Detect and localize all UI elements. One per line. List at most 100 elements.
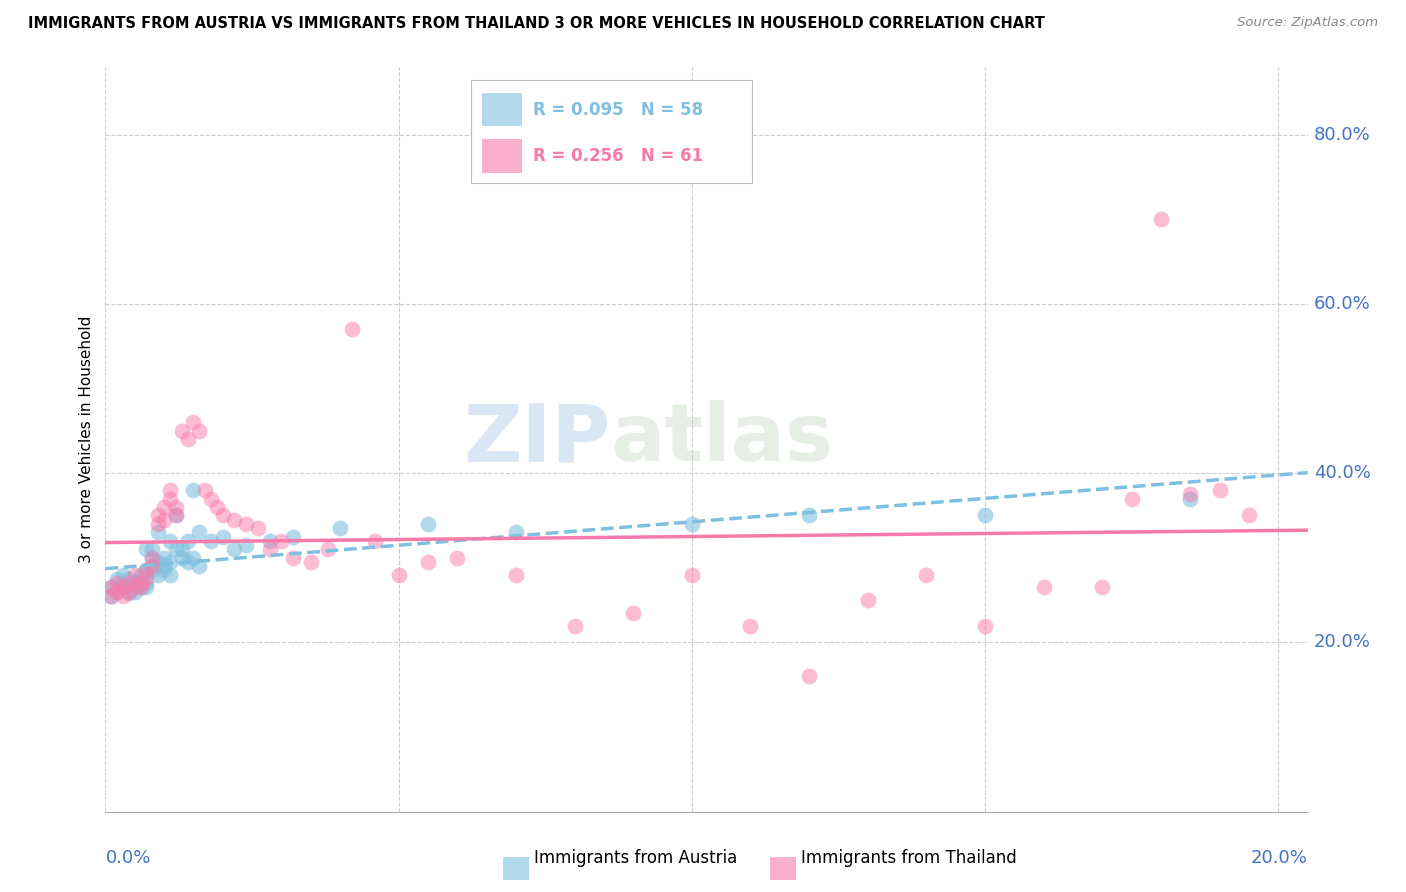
Point <box>797 669 820 683</box>
Point <box>153 550 176 565</box>
Text: 20.0%: 20.0% <box>1313 633 1371 651</box>
Point <box>200 491 222 506</box>
Point <box>153 564 176 578</box>
Point <box>129 576 152 591</box>
Point <box>281 530 304 544</box>
Point <box>188 525 211 540</box>
Point <box>259 542 281 557</box>
Bar <box>482 93 522 127</box>
Point <box>235 538 257 552</box>
Point <box>259 533 281 548</box>
Point <box>915 567 938 582</box>
Point <box>329 521 352 535</box>
Point <box>316 542 339 557</box>
Point <box>246 521 269 535</box>
Point <box>100 589 122 603</box>
Point <box>170 424 193 438</box>
Y-axis label: 3 or more Vehicles in Household: 3 or more Vehicles in Household <box>79 316 94 563</box>
Point <box>112 576 135 591</box>
Point <box>135 576 157 591</box>
Point <box>211 530 233 544</box>
Text: R = 0.256   N = 61: R = 0.256 N = 61 <box>533 146 703 165</box>
Point <box>183 483 205 497</box>
Point <box>564 618 586 632</box>
Point <box>148 516 170 531</box>
Point <box>416 516 439 531</box>
Point <box>141 550 163 565</box>
Point <box>124 567 146 582</box>
Point <box>141 550 163 565</box>
Point <box>129 572 152 586</box>
Point <box>621 606 644 620</box>
Point <box>165 542 187 557</box>
Point <box>446 550 468 565</box>
Point <box>135 572 157 586</box>
Point <box>118 572 141 586</box>
Point <box>505 525 527 540</box>
Text: 60.0%: 60.0% <box>1313 295 1371 313</box>
Point <box>159 491 181 506</box>
Point <box>118 581 141 595</box>
Point <box>1208 483 1230 497</box>
Point <box>1180 491 1202 506</box>
Point <box>740 618 762 632</box>
Point <box>100 589 122 603</box>
Text: 20.0%: 20.0% <box>1251 849 1308 867</box>
Point <box>124 584 146 599</box>
Point <box>224 542 246 557</box>
Point <box>112 589 135 603</box>
Text: Source: ZipAtlas.com: Source: ZipAtlas.com <box>1237 16 1378 29</box>
Point <box>118 586 141 600</box>
Point <box>159 555 181 569</box>
Point <box>1032 581 1054 595</box>
Point <box>153 559 176 574</box>
Point <box>224 513 246 527</box>
Point <box>112 567 135 582</box>
Text: 40.0%: 40.0% <box>1313 464 1371 483</box>
Text: IMMIGRANTS FROM AUSTRIA VS IMMIGRANTS FROM THAILAND 3 OR MORE VEHICLES IN HOUSEH: IMMIGRANTS FROM AUSTRIA VS IMMIGRANTS FR… <box>28 16 1045 31</box>
Point <box>159 483 181 497</box>
Text: 0.0%: 0.0% <box>105 849 150 867</box>
Point <box>856 593 879 607</box>
Point <box>141 542 163 557</box>
Point <box>681 516 703 531</box>
Point <box>105 584 128 599</box>
Point <box>235 516 257 531</box>
Point <box>105 572 128 586</box>
Point <box>1121 491 1143 506</box>
Point <box>135 564 157 578</box>
Point <box>124 581 146 595</box>
Point <box>170 550 193 565</box>
Point <box>118 576 141 591</box>
Point <box>1180 487 1202 501</box>
Point <box>118 584 141 599</box>
Point <box>129 567 152 582</box>
Point <box>681 567 703 582</box>
Point <box>974 508 997 523</box>
Text: R = 0.095   N = 58: R = 0.095 N = 58 <box>533 101 703 119</box>
Text: 80.0%: 80.0% <box>1313 126 1371 144</box>
Point <box>797 508 820 523</box>
Point <box>176 432 198 446</box>
Point <box>100 581 122 595</box>
Point <box>159 567 181 582</box>
Point <box>340 322 363 336</box>
Point <box>170 542 193 557</box>
Point <box>148 525 170 540</box>
Point <box>1237 508 1260 523</box>
Point <box>974 618 997 632</box>
Point <box>159 533 181 548</box>
Point <box>141 559 163 574</box>
Point <box>105 576 128 591</box>
Text: Immigrants from Austria: Immigrants from Austria <box>534 849 738 867</box>
Point <box>129 581 152 595</box>
Point <box>194 483 217 497</box>
Point <box>135 581 157 595</box>
Point <box>176 533 198 548</box>
Point <box>183 550 205 565</box>
Point <box>129 576 152 591</box>
Point <box>200 533 222 548</box>
Point <box>211 508 233 523</box>
Point <box>135 542 157 557</box>
Point <box>148 555 170 569</box>
